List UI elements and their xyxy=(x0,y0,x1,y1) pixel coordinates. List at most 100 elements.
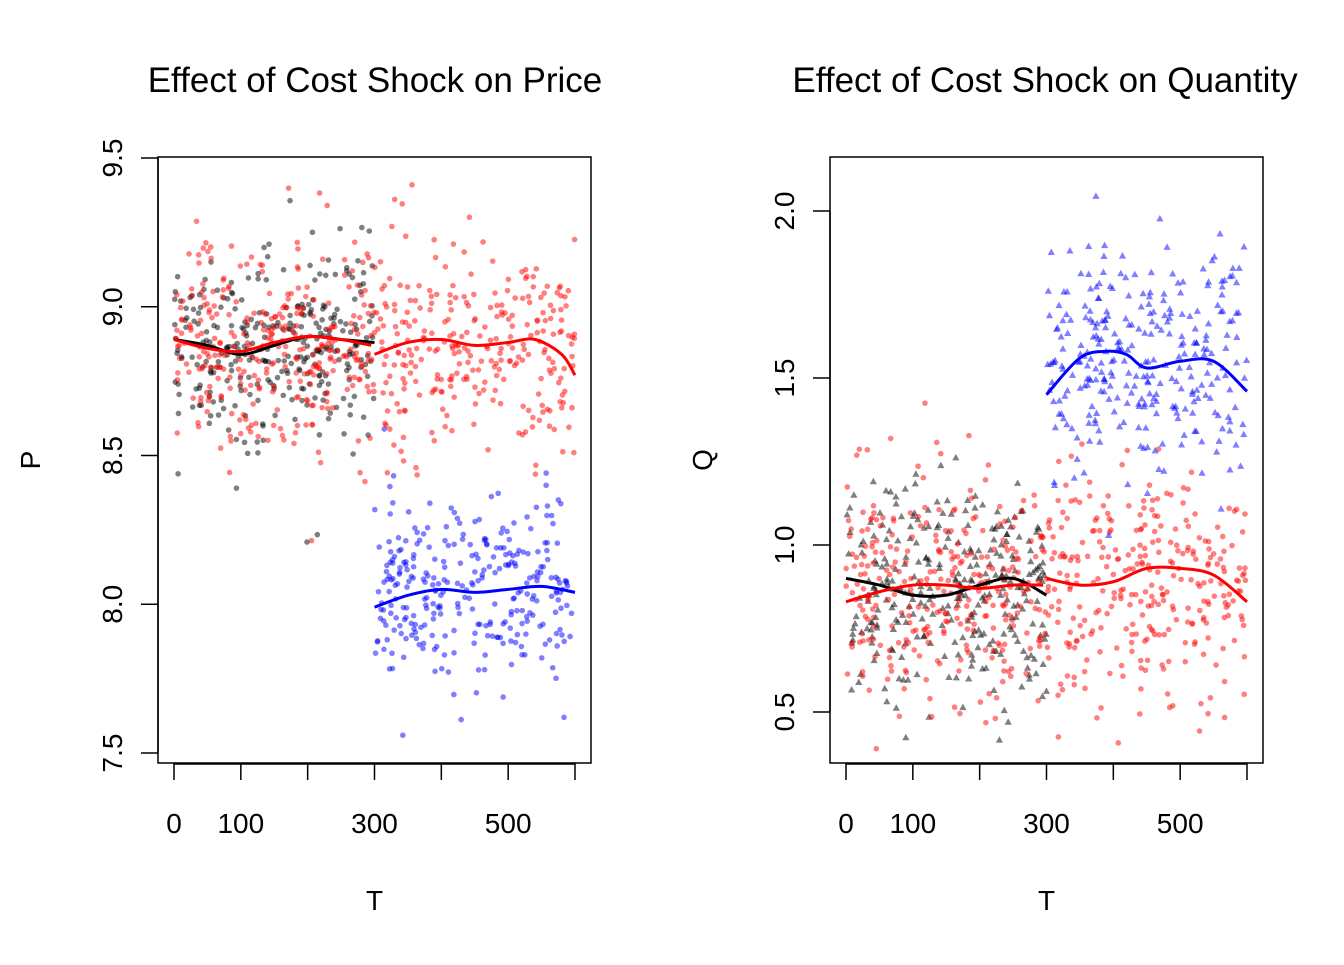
data-point xyxy=(487,337,494,343)
data-point xyxy=(292,429,299,436)
data-point xyxy=(1129,648,1135,655)
data-point xyxy=(279,368,285,375)
data-point xyxy=(995,736,1004,743)
data-point xyxy=(1113,394,1122,401)
data-point xyxy=(390,575,396,582)
data-point xyxy=(488,357,495,364)
data-point xyxy=(430,600,436,607)
data-point xyxy=(1127,389,1136,396)
data-point xyxy=(431,437,438,444)
data-point xyxy=(1208,256,1216,264)
data-point xyxy=(437,611,444,617)
data-point xyxy=(196,260,202,266)
data-point xyxy=(1192,339,1201,346)
data-point xyxy=(447,299,453,306)
data-point xyxy=(1193,386,1201,393)
data-point xyxy=(237,263,244,269)
data-point xyxy=(1164,691,1171,697)
data-point xyxy=(400,654,407,661)
data-point xyxy=(1165,658,1172,665)
data-point xyxy=(534,329,541,336)
data-point xyxy=(477,333,483,339)
data-point xyxy=(563,303,569,309)
data-point xyxy=(1191,350,1199,357)
data-point xyxy=(1118,662,1125,669)
data-point xyxy=(1110,407,1118,415)
data-point xyxy=(187,322,193,328)
data-point xyxy=(195,419,201,426)
data-point xyxy=(876,509,884,516)
data-point xyxy=(498,302,505,308)
data-point xyxy=(906,604,912,611)
data-point xyxy=(889,625,898,633)
x-tick-label: 500 xyxy=(1157,808,1204,839)
data-point xyxy=(878,563,886,570)
data-point xyxy=(174,376,181,383)
data-point xyxy=(866,687,873,693)
data-point xyxy=(977,699,984,705)
data-point xyxy=(521,346,528,353)
data-point xyxy=(401,559,407,566)
data-point xyxy=(559,632,565,638)
data-point xyxy=(1014,583,1022,591)
data-point xyxy=(202,362,208,369)
data-point xyxy=(999,647,1006,653)
data-point xyxy=(507,334,514,340)
data-point xyxy=(943,496,951,504)
data-point xyxy=(569,404,575,411)
data-point xyxy=(993,549,1001,556)
data-point xyxy=(891,591,898,598)
data-point xyxy=(220,277,227,283)
data-point xyxy=(1085,411,1093,418)
data-point xyxy=(1191,427,1199,434)
data-point xyxy=(375,326,381,332)
data-point xyxy=(489,633,496,639)
data-point xyxy=(1169,270,1177,277)
data-point xyxy=(873,745,880,752)
data-point xyxy=(938,576,944,583)
data-point xyxy=(218,304,224,310)
data-point xyxy=(429,330,435,337)
data-point xyxy=(1139,561,1146,567)
data-point xyxy=(251,372,258,379)
data-point xyxy=(1149,497,1156,504)
data-point xyxy=(302,293,309,300)
data-point xyxy=(498,345,504,352)
data-point xyxy=(1120,357,1128,364)
data-point xyxy=(870,614,877,621)
data-point xyxy=(1058,362,1066,369)
data-point xyxy=(991,546,998,553)
data-point xyxy=(1180,350,1189,357)
data-point xyxy=(225,285,232,291)
data-point xyxy=(1105,395,1113,402)
data-point xyxy=(1150,394,1158,402)
data-point xyxy=(1055,396,1063,404)
data-point xyxy=(1085,270,1093,277)
data-point xyxy=(1137,526,1144,533)
data-point xyxy=(1096,607,1102,614)
data-point xyxy=(546,423,553,430)
data-point xyxy=(1123,626,1129,632)
data-point xyxy=(332,271,339,278)
data-point xyxy=(901,644,907,650)
data-point xyxy=(1000,603,1007,609)
data-point xyxy=(471,291,477,298)
data-point xyxy=(1207,349,1216,357)
data-point xyxy=(1179,278,1187,285)
data-point xyxy=(452,294,459,301)
data-point xyxy=(277,324,284,330)
y-axis-label: P xyxy=(15,451,46,470)
data-point xyxy=(898,609,905,616)
data-point xyxy=(872,653,878,660)
data-point xyxy=(1031,502,1038,509)
data-point xyxy=(497,400,504,407)
data-point xyxy=(558,404,565,411)
data-point xyxy=(1039,568,1047,575)
data-point xyxy=(544,539,551,546)
data-point xyxy=(186,369,192,376)
data-point xyxy=(548,593,555,600)
data-point xyxy=(272,313,279,320)
data-point xyxy=(1168,374,1176,382)
data-point xyxy=(550,331,557,337)
data-point xyxy=(964,647,970,653)
